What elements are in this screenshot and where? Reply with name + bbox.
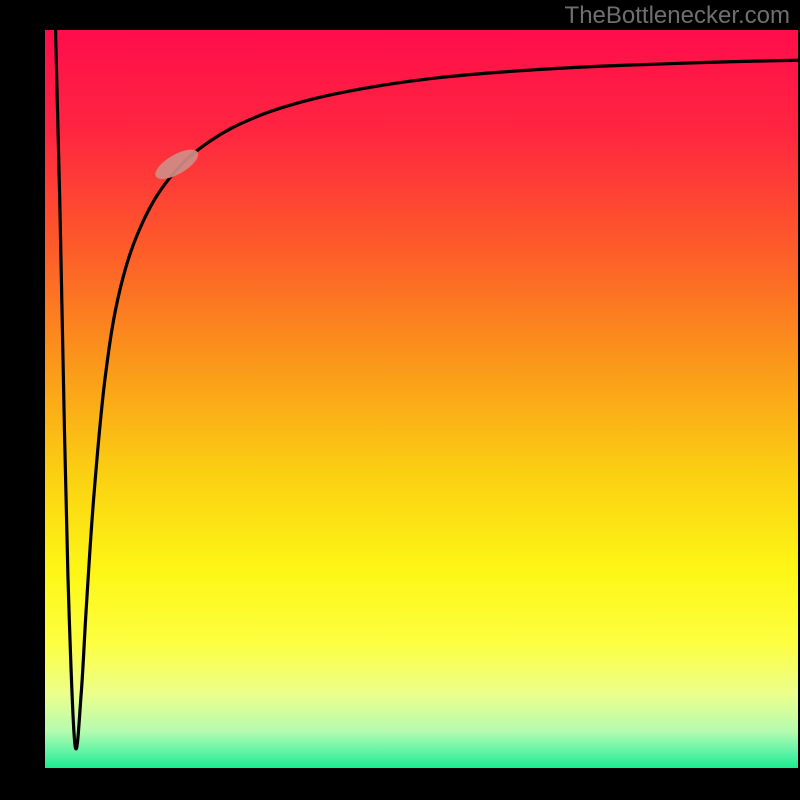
watermark-text: TheBottlenecker.com bbox=[565, 2, 790, 30]
plot-background bbox=[45, 30, 798, 768]
chart-svg bbox=[0, 0, 800, 800]
chart-container: TheBottlenecker.com bbox=[0, 0, 800, 800]
